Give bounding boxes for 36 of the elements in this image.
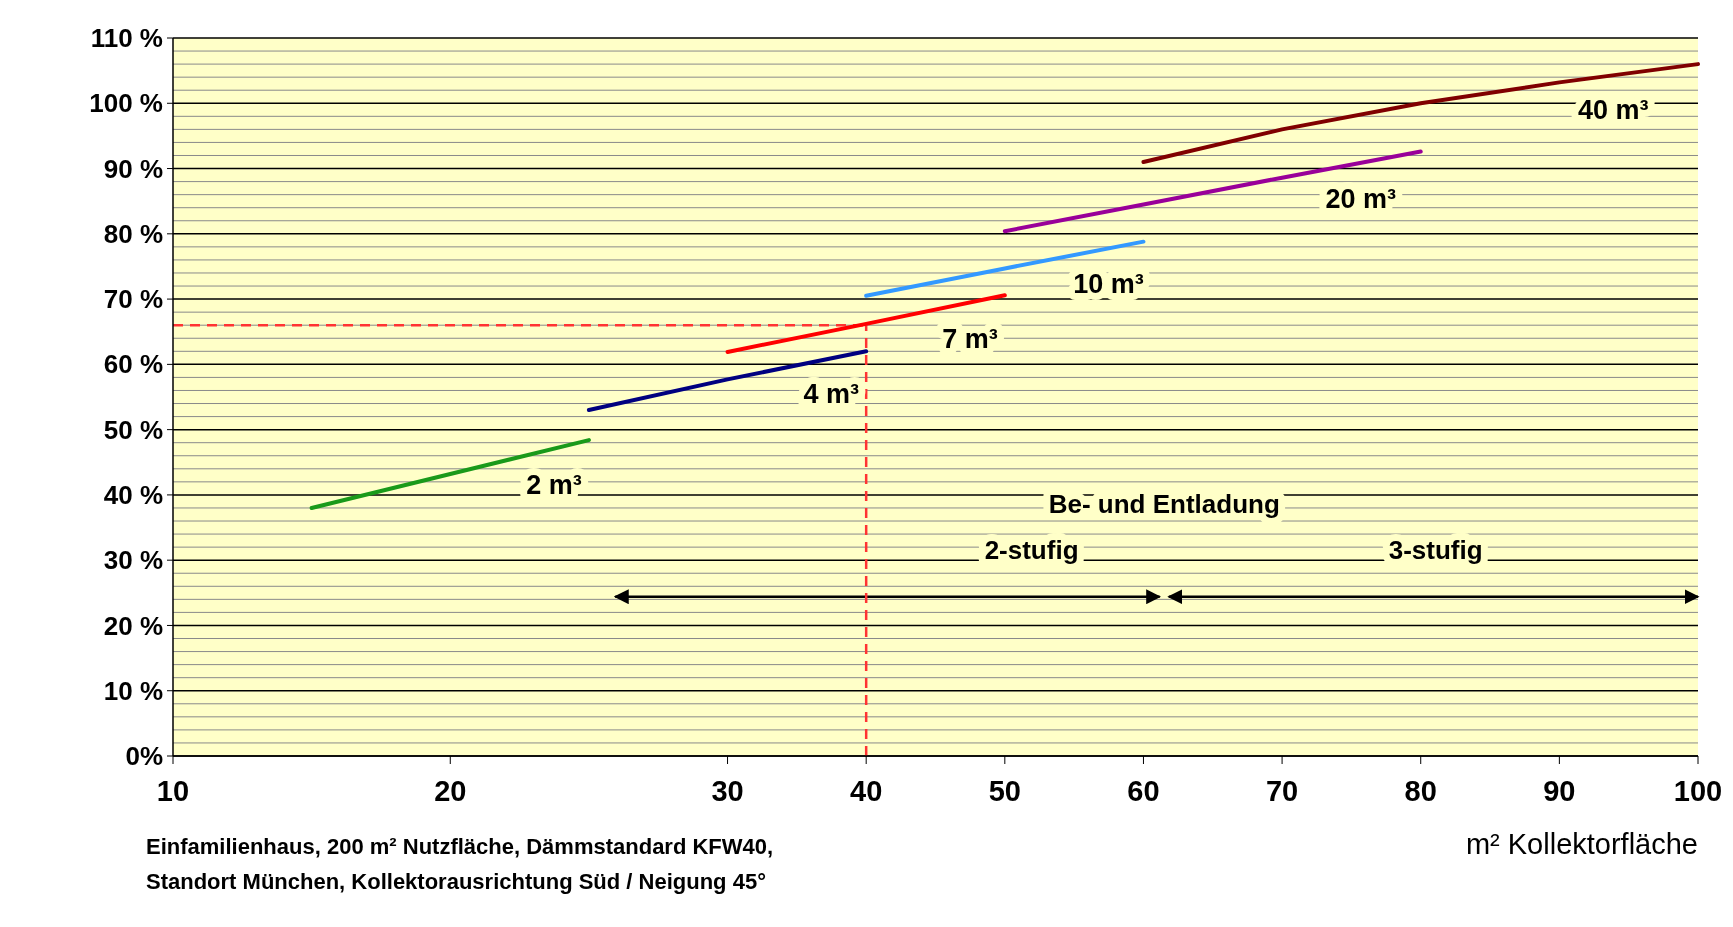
y-tick-label: 110 % bbox=[90, 23, 163, 54]
series-label: 10 m³ bbox=[1073, 269, 1144, 300]
annotation: Be- und Entladung bbox=[1048, 489, 1280, 520]
y-tick-label: 90 % bbox=[103, 153, 163, 184]
y-tick-label: 40 % bbox=[103, 480, 163, 511]
series-label: 4 m³ bbox=[803, 379, 860, 410]
y-tick-label: 100 % bbox=[89, 88, 163, 119]
y-tick-label: 10 % bbox=[103, 675, 163, 706]
x-axis-title: m² Kollektorfläche bbox=[1465, 828, 1698, 860]
line-series bbox=[1141, 62, 1700, 165]
text: Standort München, Kollektorausrichtung Süd / Neigung 45° bbox=[146, 869, 766, 894]
text: Einfamilienhaus, 200 m² Nutzfläche, Dämmstandard KFW40, bbox=[146, 834, 774, 859]
x-tick-label: 10 bbox=[156, 775, 190, 807]
x-tick-label: 30 bbox=[711, 775, 744, 807]
annotation: 3-stufig bbox=[1388, 534, 1483, 565]
y-tick-label: 30 % bbox=[103, 545, 163, 576]
x-tick-label: 60 bbox=[1127, 775, 1160, 807]
y-tick-label: 60 % bbox=[103, 349, 163, 380]
x-tick-label: 100 bbox=[1673, 775, 1723, 807]
series-label: 20 m³ bbox=[1325, 183, 1397, 214]
series-label: 40 m³ bbox=[1577, 95, 1649, 126]
x-tick-label: 20 bbox=[434, 775, 467, 807]
y-tick-label: 80 % bbox=[103, 218, 163, 249]
y-tick-label: 20 % bbox=[103, 610, 163, 641]
y-tick-label: 50 % bbox=[103, 414, 163, 445]
y-tick-label: 0% bbox=[125, 741, 163, 772]
y-tick-label: 70 % bbox=[103, 284, 163, 315]
line-series bbox=[1002, 149, 1423, 234]
x-tick-label: 50 bbox=[988, 775, 1021, 807]
x-tick-label: 90 bbox=[1543, 775, 1576, 807]
x-tick-label: 40 bbox=[850, 775, 883, 807]
series-label: 7 m³ bbox=[942, 323, 998, 354]
annotation: 2-stufig bbox=[984, 534, 1079, 565]
series-label: 2 m³ bbox=[526, 470, 582, 501]
x-tick-label: 70 bbox=[1265, 775, 1299, 807]
x-tick-label: 80 bbox=[1404, 775, 1437, 807]
